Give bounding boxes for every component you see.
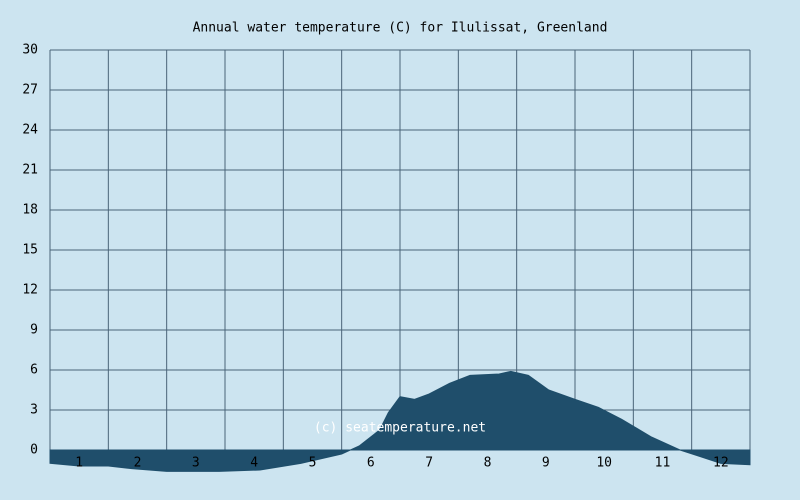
x-tick-label: 7	[425, 456, 433, 471]
x-tick-label: 4	[250, 456, 258, 471]
x-tick-label: 12	[713, 456, 729, 471]
x-tick-label: 9	[542, 456, 550, 471]
chart-title: Annual water temperature (C) for Iluliss…	[193, 21, 608, 36]
x-tick-label: 1	[75, 456, 83, 471]
y-tick-label: 6	[30, 363, 38, 378]
y-tick-label: 12	[22, 283, 38, 298]
x-tick-label: 11	[655, 456, 671, 471]
y-tick-label: 3	[30, 403, 38, 418]
y-tick-label: 9	[30, 323, 38, 338]
x-tick-label: 6	[367, 456, 375, 471]
x-tick-label: 5	[309, 456, 317, 471]
y-tick-label: 30	[22, 43, 38, 58]
x-tick-label: 8	[484, 456, 492, 471]
y-tick-label: 24	[22, 123, 38, 138]
area	[49, 370, 751, 472]
x-tick-label: 3	[192, 456, 200, 471]
x-tick-label: 2	[134, 456, 142, 471]
y-tick-label: 18	[22, 203, 38, 218]
y-tick-label: 21	[22, 163, 38, 178]
x-tick-label: 10	[596, 456, 612, 471]
y-tick-label: 27	[22, 83, 38, 98]
y-tick-label: 0	[30, 443, 38, 458]
y-tick-label: 15	[22, 243, 38, 258]
watermark: (c) seatemperature.net	[314, 421, 486, 436]
